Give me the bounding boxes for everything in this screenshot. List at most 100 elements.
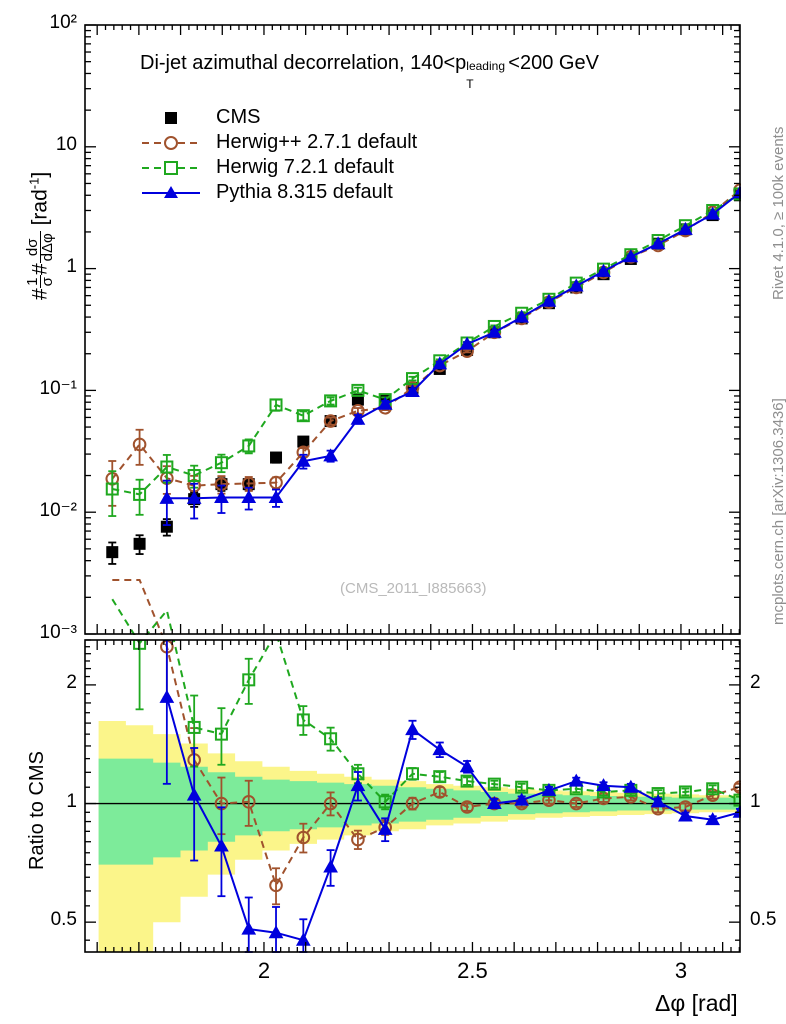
ratio-y-tick-label-left: 2 [66,671,77,693]
marker-triangle-filled [514,309,530,323]
marker-circle-open [323,414,338,428]
marker-triangle-filled [350,411,366,425]
marker-circle-open [405,796,420,811]
marker-square-open [296,713,310,727]
marker-triangle-filled [705,206,721,220]
ratio-y-axis-label: Ratio to CMS [26,751,48,870]
marker-triangle-filled [268,489,284,504]
marker-square-filled [297,435,310,448]
marker-square-open [351,383,365,397]
ratio-y-tick-label-right: 2 [750,671,761,693]
marker-triangle-filled [568,278,584,292]
main-y-tick-label: 10² [49,12,77,33]
marker-square-filled [133,537,146,550]
legend-label: Herwig++ 2.7.1 default [216,131,418,153]
marker-triangle-filled [678,808,693,822]
clip-bottom [0,953,786,1024]
main-y-axis-label: # 1 σ # dσ dΔφ [rad-1] [24,171,57,300]
marker-triangle-filled [650,794,666,808]
marker-triangle-filled [705,812,721,826]
marker-circle-open [269,878,283,893]
marker-triangle-filled [459,336,475,350]
marker-triangle-filled [596,263,611,277]
marker-square-open [133,487,147,501]
marker-triangle-filled [350,778,366,792]
marker-triangle-filled [268,925,284,939]
marker-triangle-filled [459,759,475,773]
marker-circle-open [296,830,311,845]
marker-square-open [324,394,338,408]
marker-triangle-filled [405,722,420,736]
marker-square-open [406,767,419,781]
marker-square-open [433,770,447,784]
marker-triangle-filled [241,921,257,935]
marker-square-open [378,795,392,809]
marker-triangle-filled [486,796,502,810]
plot-title: Di-jet azimuthal decorrelation, 140<p le… [140,52,599,91]
marker-triangle-filled [159,490,175,504]
marker-square-open [324,732,338,746]
marker-triangle-filled [323,859,338,873]
clip-left [0,0,85,1024]
marker-triangle-filled [214,489,229,504]
ratio-y-tick-label-right: 0.5 [750,909,777,931]
marker-square-open [296,409,310,423]
marker-triangle-filled [295,453,311,467]
marker-square-open [214,727,228,741]
marker-triangle-filled [486,324,502,338]
clip-mid [0,635,786,640]
marker-triangle-filled [159,689,175,703]
side-label-mcplots: mcplots.cern.ch [arXiv:1306.3436] [770,398,786,625]
main-y-tick-label: 10 [55,133,77,155]
marker-square-open [487,777,501,791]
marker-circle-open [241,795,256,809]
main-y-tick-label: 10⁻² [39,500,78,522]
marker-circle-open [432,785,447,799]
marker-circle-open [569,796,584,811]
marker-circle-open [132,437,147,452]
clip-top [0,0,786,25]
marker-circle-open [269,475,283,490]
ratio-y-tick-label-left: 1 [66,790,77,812]
ratio-y-tick-label-right: 1 [750,790,761,812]
marker-triangle-filled [541,293,557,307]
ratio-line [112,579,741,888]
marker-circle-open [460,800,474,814]
marker-square-open [187,469,201,483]
ratio-panel-frame [84,639,741,953]
marker-square-open [460,774,474,788]
marker-triangle-filled [186,787,202,801]
marker-triangle-filled [678,221,693,235]
marker-square-filled [270,451,283,464]
clip-right [741,0,786,1024]
plot-title-superscript: leading [466,59,505,73]
marker-triangle-filled [377,396,393,410]
main-panel-frame [84,24,741,635]
marker-square-open [187,720,201,734]
marker-circle-open [351,832,365,847]
marker-triangle-filled [214,838,229,852]
legend-marker-square-filled [140,108,202,128]
legend-marker-square-open [140,158,202,178]
marker-triangle-filled [405,383,420,397]
plot-title-subscript: T [466,77,474,91]
x-tick-label: 2 [257,958,271,983]
legend-label: CMS [216,106,261,128]
ratio-band-inner [98,758,754,865]
marker-triangle-filled [432,356,448,370]
main-y-tick-label: 10⁻¹ [39,378,78,400]
marker-triangle-filled [623,249,639,263]
x-axis-label: Δφ [rad] [655,990,738,1016]
marker-square-open [242,439,256,453]
marker-triangle-filled [295,932,311,946]
marker-square-open [678,785,692,799]
marker-triangle-filled [650,236,666,250]
plot-title-main: Di-jet azimuthal decorrelation, 140<p [140,52,467,74]
marker-triangle-filled [568,773,584,787]
marker-triangle-filled [514,792,530,806]
marker-square-open [242,673,256,687]
plot-title-tail: <200 GeV [508,52,599,74]
legend-label: Herwig 7.2.1 default [216,156,394,178]
side-label-rivet: Rivet 4.1.0, ≥ 100k events [770,126,786,300]
